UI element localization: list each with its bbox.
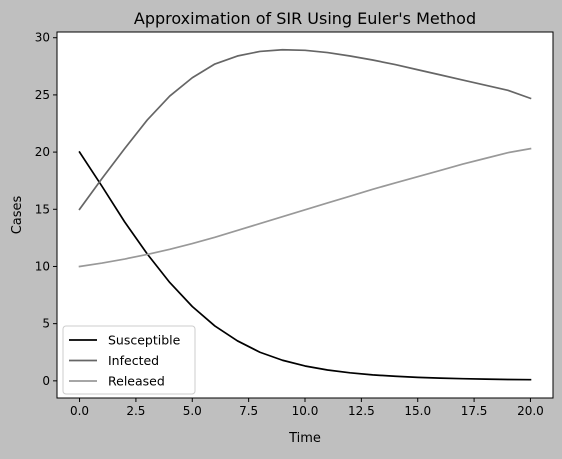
x-tick-label: 15.0	[404, 404, 431, 418]
legend-label-susceptible: Susceptible	[108, 333, 181, 348]
legend-box	[62, 325, 196, 395]
x-axis-label: Time	[288, 431, 321, 446]
x-tick-label: 12.5	[348, 404, 375, 418]
legend-label-released: Released	[108, 374, 165, 389]
y-tick-label: 30	[35, 31, 50, 45]
x-tick-label: 2.5	[126, 404, 145, 418]
y-tick-label: 10	[35, 259, 50, 273]
x-ticks: 0.0 2.5 5.0 7.5 10.0 12.5 15.0 17.5 20.0	[70, 398, 544, 418]
x-tick-label: 20.0	[517, 404, 544, 418]
series-line-infected	[78, 48, 532, 211]
y-tick-label: 0	[42, 374, 50, 388]
x-tick-label: 0.0	[70, 404, 89, 418]
y-tick-label: 15	[35, 202, 50, 216]
x-tick-label: 10.0	[292, 404, 319, 418]
series-line-susceptible	[78, 150, 532, 381]
series-line-released	[78, 147, 532, 268]
chart-title: Approximation of SIR Using Euler's Metho…	[134, 9, 476, 28]
x-tick-label: 7.5	[239, 404, 258, 418]
y-axis-label: Cases	[10, 195, 25, 234]
x-tick-label: 5.0	[183, 404, 202, 418]
x-tick-label: 17.5	[461, 404, 488, 418]
y-ticks: 0 5 10 15 20 25 30	[35, 31, 57, 388]
y-tick-label: 25	[35, 88, 50, 102]
legend-entries: Susceptible Infected Released	[69, 333, 181, 389]
y-tick-label: 5	[42, 317, 50, 331]
y-tick-label: 20	[35, 145, 50, 159]
legend: Susceptible Infected Released	[62, 325, 196, 395]
legend-label-infected: Infected	[108, 353, 159, 368]
lines-layer	[78, 48, 532, 381]
